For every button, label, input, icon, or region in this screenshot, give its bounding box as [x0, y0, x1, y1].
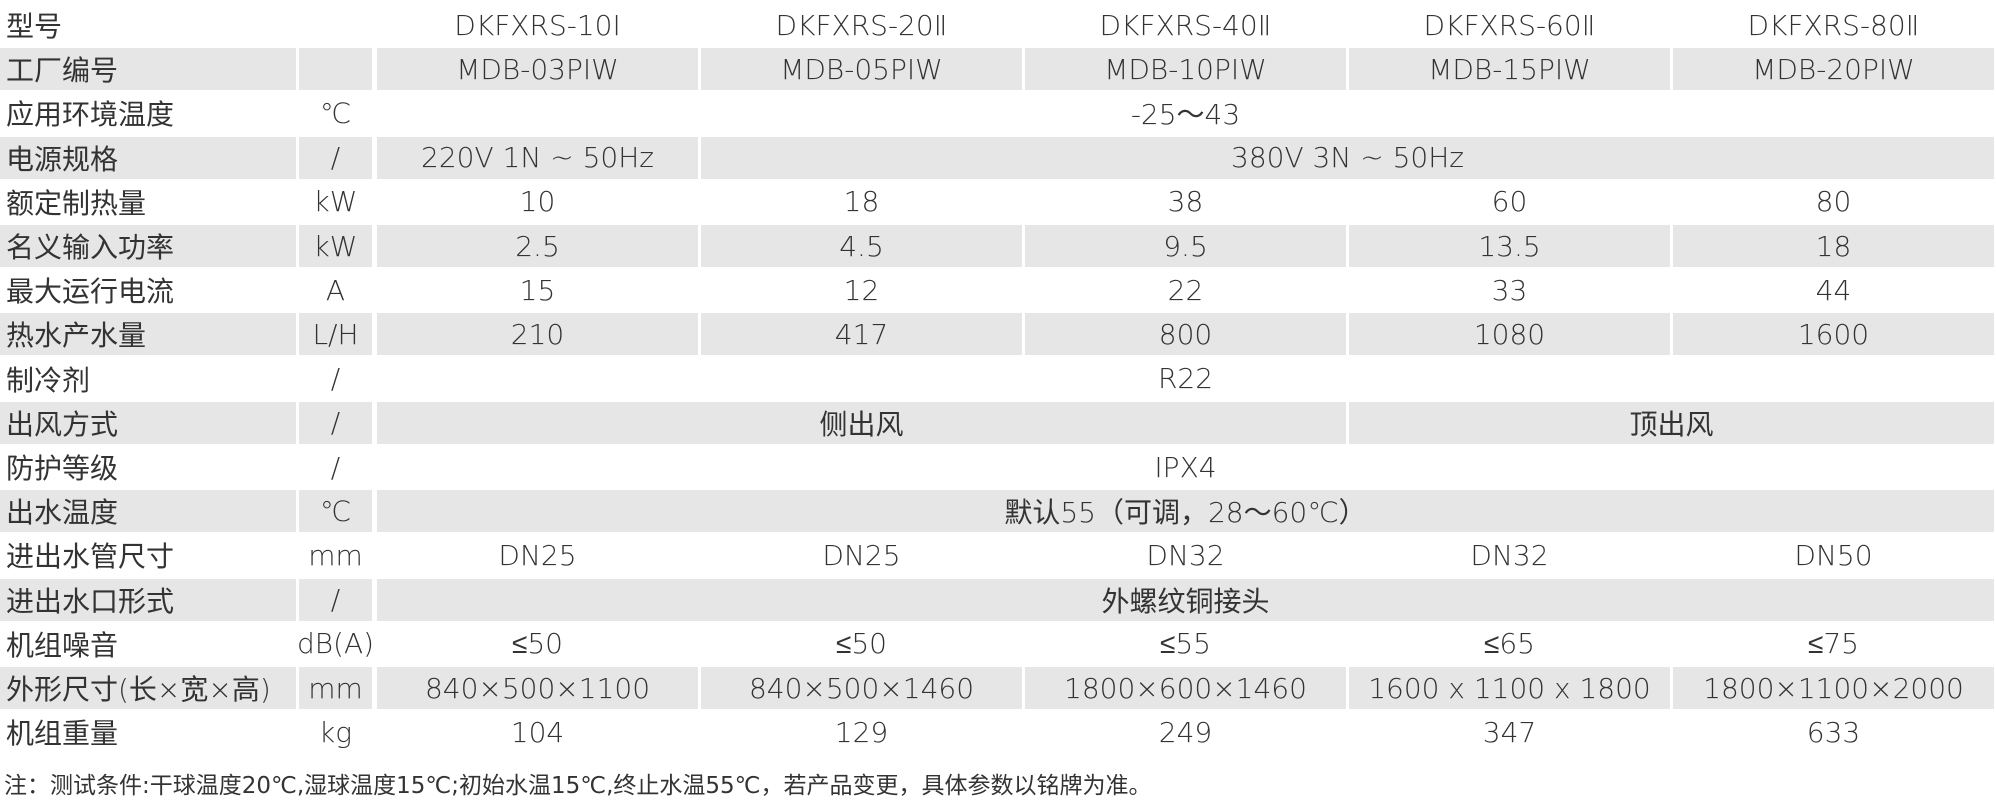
value-cell: MDB-03PIW [377, 48, 698, 91]
value-cell: ≤75 [1808, 627, 1859, 661]
unit: / [299, 578, 372, 621]
row-label: 应用环境温度 [6, 98, 175, 132]
unit: / [330, 450, 341, 484]
value-cell: 840×500×1460 [701, 667, 1022, 709]
row-label: 电源规格 [0, 136, 296, 179]
row-label: 外形尺寸(长×宽×高) [0, 667, 296, 709]
value-cell: DKFXRS-20Ⅱ [775, 8, 948, 42]
value-cell: 2.5 [377, 225, 698, 267]
value-cell: MDB-05PIW [701, 48, 1022, 91]
value-cell: ≤50 [836, 627, 887, 661]
value-cell: 220V 1N ~ 50Hz [377, 136, 698, 179]
value-cell: 380V 3N ~ 50Hz [701, 136, 1994, 179]
unit: mm [308, 538, 363, 572]
value-cell: DKFXRS-40Ⅱ [1099, 8, 1272, 42]
value-cell: MDB-20PIW [1673, 48, 1994, 91]
row-label: 工厂编号 [0, 48, 296, 91]
value-cell: 1600 [1673, 313, 1994, 356]
value-cell: 1800×1100×2000 [1673, 667, 1994, 709]
row-label: 出水温度 [0, 490, 296, 533]
value-cell: 顶出风 [1349, 401, 1994, 444]
unit: A [325, 273, 346, 307]
row-label: 进出水口形式 [0, 578, 296, 621]
row-label: 进出水管尺寸 [6, 540, 175, 574]
value-cell: 633 [1806, 715, 1861, 749]
value-cell: 104 [510, 715, 565, 749]
row-label: 防护等级 [6, 452, 119, 485]
value-cell: 38 [1167, 185, 1204, 219]
unit [299, 4, 372, 46]
value-cell: 22 [1167, 273, 1204, 307]
value-cell: 18 [843, 185, 880, 219]
value-cell: 347 [1482, 715, 1537, 749]
value-cell: MDB-10PIW [1025, 48, 1346, 91]
value-cell: DN50 [1794, 538, 1873, 572]
unit: ℃ [319, 96, 352, 130]
unit: / [299, 401, 372, 444]
value-cell: 80 [1815, 185, 1852, 219]
value-cell: DN32 [1146, 538, 1225, 572]
unit: / [299, 136, 372, 179]
unit: mm [299, 667, 372, 709]
value-cell: 249 [1158, 715, 1213, 749]
value-cell: 800 [1025, 313, 1346, 356]
value-cell: 15 [519, 273, 556, 307]
value-cell: 129 [834, 715, 889, 749]
row-label: 名义输入功率 [0, 225, 296, 267]
unit: L/H [299, 313, 372, 356]
value-cell: DN25 [822, 538, 901, 572]
row-label: 型号 [6, 10, 63, 43]
value-cell: 33 [1491, 273, 1528, 307]
value-cell: 13.5 [1349, 225, 1670, 267]
row-label: 制冷剂 [6, 363, 91, 397]
value-cell: 侧出风 [377, 401, 1346, 444]
unit: kW [313, 185, 358, 219]
row-label: 机组噪音 [6, 628, 119, 662]
value-cell: DKFXRS-10Ⅰ [454, 8, 621, 42]
unit: ℃ [299, 490, 372, 533]
unit: dB(A) [299, 627, 372, 661]
value-cell: ≤50 [512, 627, 563, 661]
value-cell: DKFXRS-60Ⅱ [1423, 8, 1596, 42]
value-cell: 外螺纹铜接头 [377, 578, 1994, 621]
value-cell: 44 [1815, 273, 1852, 307]
row-label: 热水产水量 [0, 313, 296, 356]
row-label: 机组重量 [6, 717, 119, 751]
value-cell: 9.5 [1025, 225, 1346, 267]
value-cell: DKFXRS-80Ⅱ [1747, 8, 1920, 42]
value-cell: 417 [701, 313, 1022, 356]
value-cell: R22 [1157, 362, 1214, 396]
row-label: 出风方式 [0, 401, 296, 444]
value-cell: 1600 x 1100 x 1800 [1349, 667, 1670, 709]
value-cell: 10 [519, 185, 556, 219]
value-cell: 18 [1673, 225, 1994, 267]
value-cell: DN32 [1470, 538, 1549, 572]
value-cell: 840×500×1100 [377, 667, 698, 709]
row-label: 额定制热量 [6, 186, 147, 220]
value-cell: ≤55 [1160, 627, 1211, 661]
unit: kW [299, 225, 372, 267]
value-cell: ≤65 [1484, 627, 1535, 661]
value-cell: 1800×600×1460 [1025, 667, 1346, 709]
value-cell: 60 [1491, 185, 1528, 219]
value-cell: 1080 [1349, 313, 1670, 356]
unit: / [330, 362, 341, 396]
value-cell: -25～43 [1130, 98, 1241, 132]
unit: kg [318, 715, 353, 749]
row-label: 最大运行电流 [6, 275, 175, 309]
value-cell: 默认55（可调，28～60℃） [377, 490, 1994, 533]
value-cell: DN25 [498, 538, 577, 572]
value-cell: 210 [377, 313, 698, 356]
footnote: 注：测试条件:干球温度20℃,湿球温度15℃;初始水温15℃,终止水温55℃，若… [4, 773, 1152, 799]
value-cell: 4.5 [701, 225, 1022, 267]
value-cell: 12 [843, 273, 880, 307]
unit [299, 48, 372, 91]
value-cell: IPX4 [1154, 450, 1217, 484]
value-cell: MDB-15PIW [1349, 48, 1670, 91]
